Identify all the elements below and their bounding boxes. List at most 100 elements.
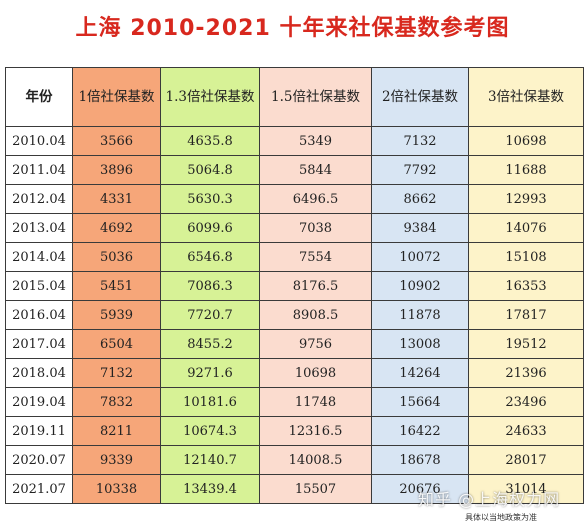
value-cell: 12993	[468, 184, 584, 214]
value-cell: 12316.5	[259, 416, 372, 446]
header-3x-base: 3倍社保基数	[468, 67, 584, 127]
table-row: 2015.04 5451 7086.3 8176.5 10902 16353	[5, 271, 584, 301]
value-cell: 3896	[72, 155, 161, 185]
value-cell: 4635.8	[160, 126, 260, 156]
value-cell: 8908.5	[259, 300, 372, 330]
year-cell: 2019.04	[5, 387, 73, 417]
value-cell: 6496.5	[259, 184, 372, 214]
year-cell: 2021.07	[5, 474, 73, 504]
value-cell: 15507	[259, 474, 372, 504]
value-cell: 11878	[371, 300, 469, 330]
value-cell: 6546.8	[160, 242, 260, 272]
value-cell: 9384	[371, 213, 469, 243]
table-row: 2018.04 7132 9271.6 10698 14264 21396	[5, 358, 584, 388]
value-cell: 15664	[371, 387, 469, 417]
year-cell: 2012.04	[5, 184, 73, 214]
value-cell: 19512	[468, 329, 584, 359]
year-cell: 2016.04	[5, 300, 73, 330]
value-cell: 16353	[468, 271, 584, 301]
value-cell: 10902	[371, 271, 469, 301]
value-cell: 14264	[371, 358, 469, 388]
value-cell: 8662	[371, 184, 469, 214]
value-cell: 7554	[259, 242, 372, 272]
value-cell: 16422	[371, 416, 469, 446]
header-year: 年份	[5, 67, 73, 127]
value-cell: 10072	[371, 242, 469, 272]
header-2x-base: 2倍社保基数	[371, 67, 469, 127]
table-row: 2012.04 4331 5630.3 6496.5 8662 12993	[5, 184, 584, 214]
table-row: 2021.07 10338 13439.4 15507 20676 31014	[5, 474, 584, 504]
value-cell: 10674.3	[160, 416, 260, 446]
social-security-base-table: 年份 1倍社保基数 1.3倍社保基数 1.5倍社保基数 2倍社保基数 3倍社保基…	[5, 67, 584, 504]
value-cell: 7038	[259, 213, 372, 243]
value-cell: 4692	[72, 213, 161, 243]
value-cell: 7132	[371, 126, 469, 156]
value-cell: 7720.7	[160, 300, 260, 330]
value-cell: 10338	[72, 474, 161, 504]
value-cell: 5349	[259, 126, 372, 156]
table-row: 2016.04 5939 7720.7 8908.5 11878 17817	[5, 300, 584, 330]
table-row: 2019.11 8211 10674.3 12316.5 16422 24633	[5, 416, 584, 446]
table-body: 2010.04 3566 4635.8 5349 7132 10698 2011.04 389…	[5, 126, 584, 504]
value-cell: 15108	[468, 242, 584, 272]
table-row: 2013.04 4692 6099.6 7038 9384 14076	[5, 213, 584, 243]
value-cell: 4331	[72, 184, 161, 214]
value-cell: 12140.7	[160, 445, 260, 475]
value-cell: 7132	[72, 358, 161, 388]
value-cell: 18678	[371, 445, 469, 475]
value-cell: 11748	[259, 387, 372, 417]
value-cell: 7792	[371, 155, 469, 185]
value-cell: 20676	[371, 474, 469, 504]
year-cell: 2015.04	[5, 271, 73, 301]
year-cell: 2014.04	[5, 242, 73, 272]
value-cell: 8176.5	[259, 271, 372, 301]
value-cell: 31014	[468, 474, 584, 504]
value-cell: 17817	[468, 300, 584, 330]
value-cell: 21396	[468, 358, 584, 388]
value-cell: 6504	[72, 329, 161, 359]
header-1-3x-base: 1.3倍社保基数	[160, 67, 260, 127]
value-cell: 11688	[468, 155, 584, 185]
value-cell: 24633	[468, 416, 584, 446]
value-cell: 6099.6	[160, 213, 260, 243]
value-cell: 5630.3	[160, 184, 260, 214]
watermark: 知乎 @上海权力网	[418, 490, 561, 509]
year-cell: 2020.07	[5, 445, 73, 475]
table-row: 2017.04 6504 8455.2 9756 13008 19512	[5, 329, 584, 359]
value-cell: 9271.6	[160, 358, 260, 388]
value-cell: 28017	[468, 445, 584, 475]
value-cell: 10698	[259, 358, 372, 388]
value-cell: 5939	[72, 300, 161, 330]
value-cell: 23496	[468, 387, 584, 417]
value-cell: 5844	[259, 155, 372, 185]
table-row: 2010.04 3566 4635.8 5349 7132 10698	[5, 126, 584, 156]
value-cell: 7832	[72, 387, 161, 417]
year-cell: 2017.04	[5, 329, 73, 359]
table-header-row: 年份 1倍社保基数 1.3倍社保基数 1.5倍社保基数 2倍社保基数 3倍社保基…	[5, 67, 584, 127]
table-row: 2019.04 7832 10181.6 11748 15664 23496	[5, 387, 584, 417]
value-cell: 5036	[72, 242, 161, 272]
value-cell: 10698	[468, 126, 584, 156]
year-cell: 2010.04	[5, 126, 73, 156]
value-cell: 14076	[468, 213, 584, 243]
value-cell: 5064.8	[160, 155, 260, 185]
policy-note: 具体以当地政策为准	[465, 513, 537, 522]
value-cell: 13008	[371, 329, 469, 359]
page-title: 上海 2010-2021 十年来社保基数参考图	[75, 16, 510, 41]
value-cell: 9756	[259, 329, 372, 359]
value-cell: 10181.6	[160, 387, 260, 417]
value-cell: 8211	[72, 416, 161, 446]
year-cell: 2019.11	[5, 416, 73, 446]
value-cell: 7086.3	[160, 271, 260, 301]
table-row: 2011.04 3896 5064.8 5844 7792 11688	[5, 155, 584, 185]
value-cell: 5451	[72, 271, 161, 301]
year-cell: 2013.04	[5, 213, 73, 243]
value-cell: 8455.2	[160, 329, 260, 359]
year-cell: 2018.04	[5, 358, 73, 388]
value-cell: 14008.5	[259, 445, 372, 475]
header-1x-base: 1倍社保基数	[72, 67, 161, 127]
value-cell: 13439.4	[160, 474, 260, 504]
header-1-5x-base: 1.5倍社保基数	[259, 67, 372, 127]
value-cell: 9339	[72, 445, 161, 475]
table-row: 2014.04 5036 6546.8 7554 10072 15108	[5, 242, 584, 272]
